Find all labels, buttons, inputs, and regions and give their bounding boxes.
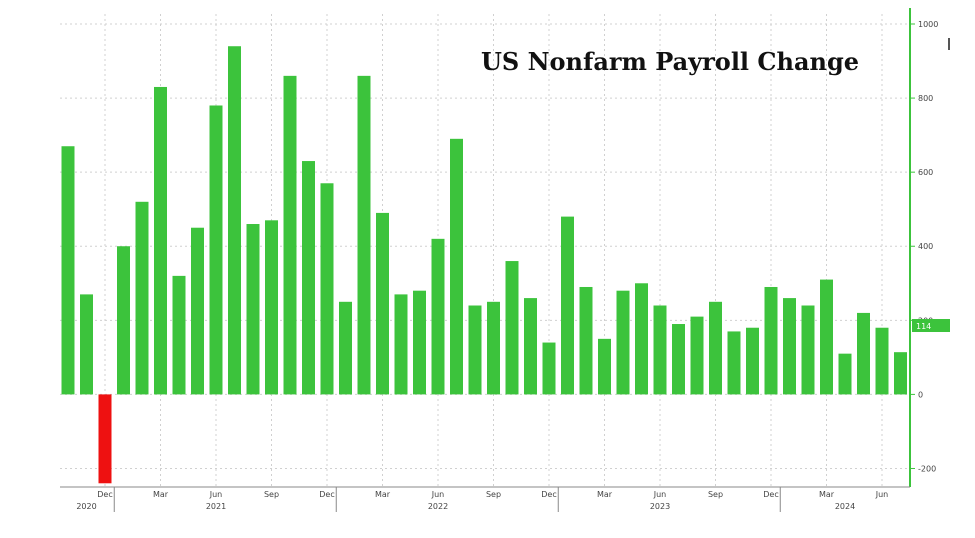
bar — [228, 46, 241, 395]
x-month-label: Mar — [597, 490, 613, 499]
bar — [80, 294, 93, 395]
bar — [857, 312, 870, 395]
bar — [135, 201, 149, 395]
bar — [302, 161, 315, 395]
bar — [172, 275, 186, 395]
y-tick-label: 0 — [918, 390, 923, 399]
bar — [746, 327, 759, 395]
bar — [154, 86, 167, 395]
x-month-label: Jun — [653, 490, 667, 499]
x-month-label: Sep — [264, 490, 279, 499]
bar — [487, 301, 500, 395]
bar — [357, 75, 371, 395]
bar — [690, 316, 704, 395]
bar — [616, 290, 630, 395]
bar — [505, 261, 519, 395]
bar — [764, 286, 778, 395]
y-tick-label: 800 — [918, 94, 933, 103]
x-month-label: Jun — [209, 490, 223, 499]
bar — [468, 305, 482, 395]
bar — [283, 75, 297, 395]
bar — [801, 305, 815, 395]
x-month-label: Jun — [875, 490, 889, 499]
x-month-label: Mar — [375, 490, 391, 499]
bar — [191, 227, 204, 395]
x-month-label: Dec — [541, 490, 556, 499]
last-value-label: 114 — [916, 322, 931, 331]
bar — [875, 327, 889, 395]
x-month-label: Dec — [97, 490, 112, 499]
bar — [61, 146, 75, 395]
y-tick-label: -200 — [918, 464, 936, 473]
x-month-label: Sep — [708, 490, 723, 499]
bar — [209, 105, 223, 395]
x-month-label: Mar — [819, 490, 835, 499]
bar — [727, 331, 741, 395]
x-year-label: 2024 — [835, 502, 855, 511]
bar — [320, 183, 334, 395]
last-value-badge — [912, 319, 950, 332]
bar — [838, 353, 852, 395]
bar — [117, 246, 130, 395]
bar — [524, 298, 537, 395]
bar — [542, 342, 556, 395]
x-month-label: Dec — [319, 490, 334, 499]
bar — [265, 220, 278, 395]
bar — [431, 238, 445, 395]
bar — [394, 294, 408, 395]
bar — [672, 324, 685, 395]
x-month-label: Jun — [431, 490, 445, 499]
x-year-label: 2022 — [428, 502, 448, 511]
bar — [579, 286, 593, 395]
bar — [635, 283, 648, 395]
bar — [894, 352, 907, 395]
bar — [820, 279, 833, 395]
x-month-label: Mar — [153, 490, 169, 499]
bar — [376, 212, 389, 395]
chart-title: US Nonfarm Payroll Change — [481, 47, 859, 76]
bar — [709, 301, 722, 395]
x-month-label: Dec — [763, 490, 778, 499]
corner-mark — [948, 38, 950, 50]
bar — [339, 301, 352, 395]
y-tick-label: 400 — [918, 242, 933, 251]
bar — [561, 216, 574, 395]
bar — [653, 305, 667, 395]
bar — [783, 298, 796, 395]
x-month-label: Sep — [486, 490, 501, 499]
x-year-label: 2023 — [650, 502, 670, 511]
y-tick-label: 600 — [918, 168, 933, 177]
y-tick-label: 1000 — [918, 20, 938, 29]
bar — [598, 338, 611, 395]
bars-layer — [61, 46, 907, 484]
x-axis: Dec Mar Jun Sep Dec Mar Jun Sep Dec Mar Jun Sep Dec M… — [60, 486, 910, 512]
bar — [98, 394, 112, 484]
bar — [246, 224, 260, 395]
bar — [450, 138, 463, 395]
x-year-label: 2021 — [206, 502, 226, 511]
bar — [413, 290, 426, 395]
x-year-label: 2020 — [76, 502, 96, 511]
